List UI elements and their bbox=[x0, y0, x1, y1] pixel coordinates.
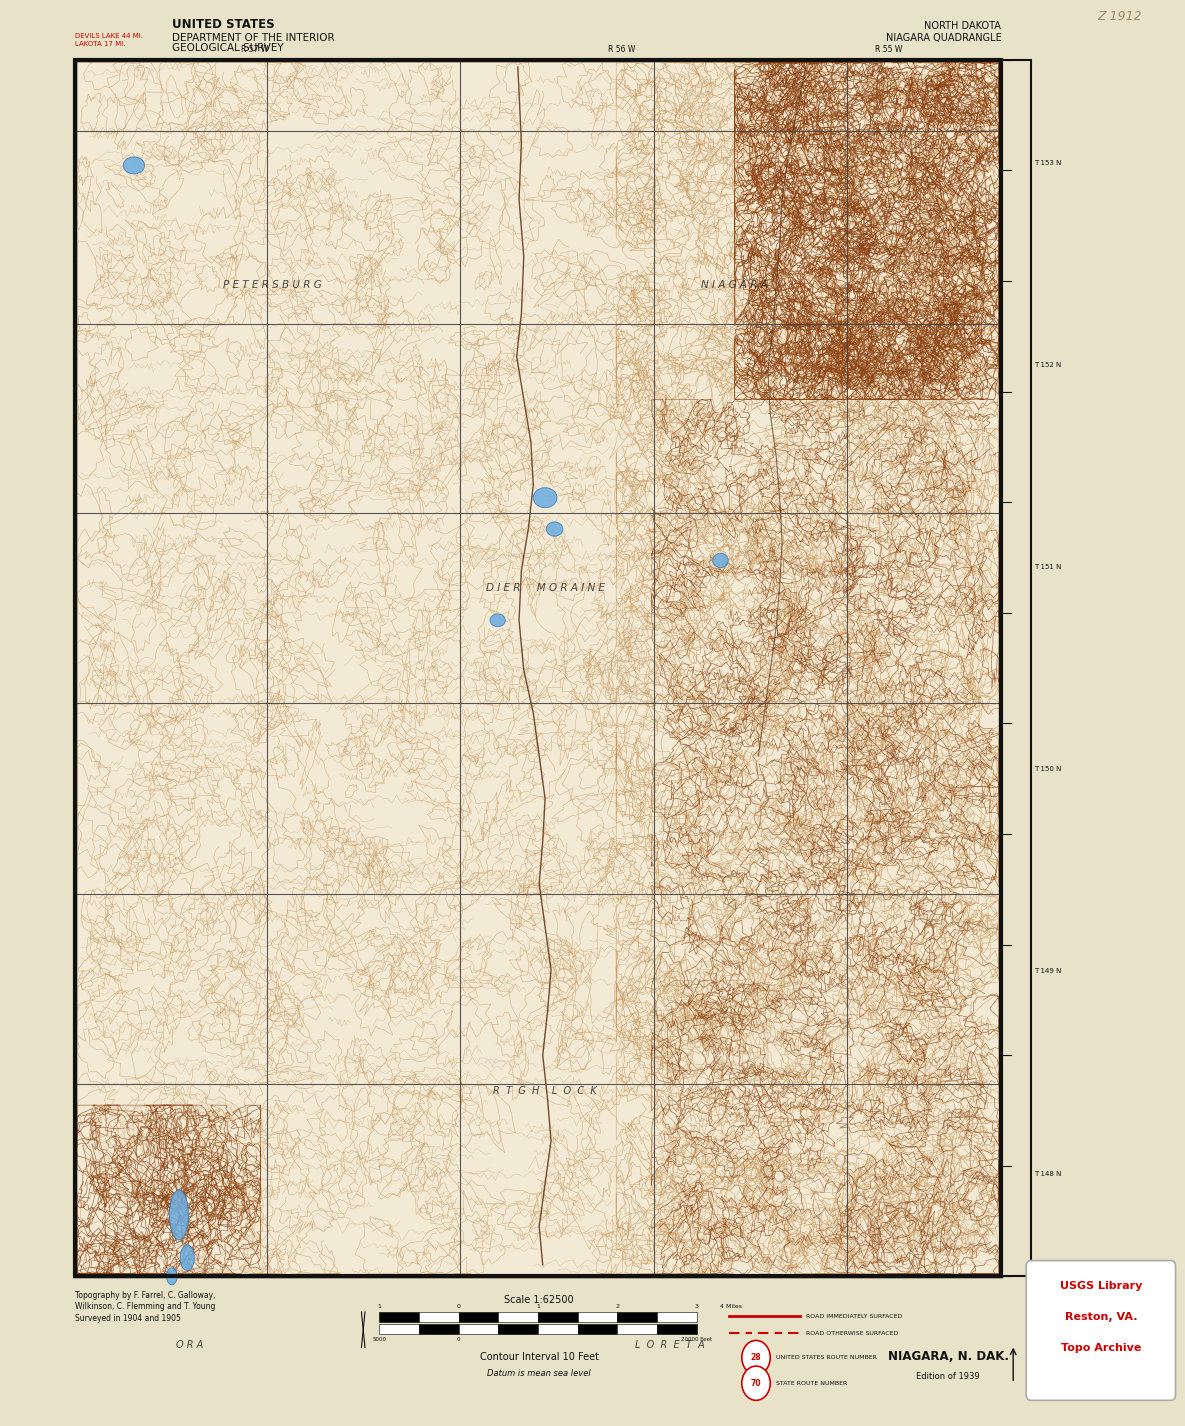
Text: DEPARTMENT OF THE INTERIOR: DEPARTMENT OF THE INTERIOR bbox=[172, 33, 334, 43]
Text: L  O  R  E  T  A: L O R E T A bbox=[635, 1339, 704, 1350]
Bar bbox=[419, 1312, 459, 1322]
Bar bbox=[75, 60, 1001, 1276]
Text: T 149 N: T 149 N bbox=[1035, 968, 1062, 974]
Text: N I A G A R A: N I A G A R A bbox=[702, 279, 768, 291]
Text: Topo Archive: Topo Archive bbox=[1061, 1343, 1141, 1353]
Text: 0: 0 bbox=[457, 1338, 460, 1342]
Bar bbox=[538, 1312, 578, 1322]
Text: NORTH DAKOTA: NORTH DAKOTA bbox=[924, 21, 1001, 31]
Text: NIAGARA, N. DAK.: NIAGARA, N. DAK. bbox=[888, 1350, 1008, 1363]
Text: ROAD OTHERWISE SURFACED: ROAD OTHERWISE SURFACED bbox=[806, 1330, 898, 1336]
Text: Reston, VA.: Reston, VA. bbox=[1064, 1312, 1138, 1322]
Ellipse shape bbox=[123, 157, 145, 174]
Text: D I E R     M O R A I N E: D I E R M O R A I N E bbox=[486, 582, 604, 593]
Ellipse shape bbox=[713, 553, 728, 568]
Text: GEOLOGICAL SURVEY: GEOLOGICAL SURVEY bbox=[172, 43, 283, 53]
Text: 4 Miles: 4 Miles bbox=[720, 1303, 743, 1309]
Text: NIAGARA QUADRANGLE: NIAGARA QUADRANGLE bbox=[885, 33, 1001, 43]
Text: 1: 1 bbox=[536, 1303, 540, 1309]
Text: LAKOTA 17 MI.: LAKOTA 17 MI. bbox=[75, 41, 126, 47]
Text: 0: 0 bbox=[456, 1303, 461, 1309]
Bar bbox=[419, 1323, 459, 1333]
Bar bbox=[617, 1312, 656, 1322]
Text: R 57 W: R 57 W bbox=[241, 46, 269, 54]
Bar bbox=[459, 1323, 499, 1333]
Text: T 148 N: T 148 N bbox=[1035, 1171, 1062, 1176]
Bar bbox=[656, 1312, 697, 1322]
Bar bbox=[379, 1312, 419, 1322]
Text: T 150 N: T 150 N bbox=[1035, 766, 1062, 773]
Bar bbox=[498, 1323, 538, 1333]
Text: UNITED STATES: UNITED STATES bbox=[172, 19, 275, 31]
Text: Edition of 1939: Edition of 1939 bbox=[916, 1372, 980, 1380]
Bar bbox=[578, 1323, 617, 1333]
Circle shape bbox=[742, 1340, 770, 1375]
Text: STATE ROUTE NUMBER: STATE ROUTE NUMBER bbox=[776, 1380, 847, 1386]
Text: Contour Interval 10 Feet: Contour Interval 10 Feet bbox=[480, 1352, 598, 1362]
Text: 70: 70 bbox=[751, 1379, 761, 1387]
Text: T 153 N: T 153 N bbox=[1035, 160, 1062, 165]
Text: 20000 Feet: 20000 Feet bbox=[681, 1338, 712, 1342]
Text: Topography by F. Farrel, C. Galloway,
Wilkinson, C. Flemming and T. Young
Survey: Topography by F. Farrel, C. Galloway, Wi… bbox=[75, 1291, 216, 1323]
Text: USGS Library: USGS Library bbox=[1059, 1281, 1142, 1291]
Text: Datum is mean sea level: Datum is mean sea level bbox=[487, 1369, 591, 1378]
Bar bbox=[656, 1323, 697, 1333]
Text: P E T E R S B U R G: P E T E R S B U R G bbox=[223, 279, 322, 291]
Text: R  T  G  H    L  O  C  K: R T G H L O C K bbox=[493, 1085, 597, 1097]
Text: O R A: O R A bbox=[177, 1339, 203, 1350]
Text: T 151 N: T 151 N bbox=[1035, 563, 1062, 570]
Circle shape bbox=[742, 1366, 770, 1400]
Bar bbox=[498, 1312, 538, 1322]
Bar bbox=[379, 1323, 419, 1333]
Text: 2: 2 bbox=[615, 1303, 620, 1309]
Bar bbox=[75, 60, 1001, 1276]
Text: T 152 N: T 152 N bbox=[1035, 362, 1062, 368]
Bar bbox=[617, 1323, 656, 1333]
Ellipse shape bbox=[533, 488, 557, 508]
Ellipse shape bbox=[169, 1189, 188, 1241]
Text: 5000: 5000 bbox=[372, 1338, 386, 1342]
Text: Z 1912: Z 1912 bbox=[1097, 10, 1142, 23]
Text: 3: 3 bbox=[694, 1303, 699, 1309]
Ellipse shape bbox=[180, 1245, 194, 1271]
Text: R 55 W: R 55 W bbox=[875, 46, 903, 54]
Text: R 56 W: R 56 W bbox=[608, 46, 636, 54]
Text: DEVILS LAKE 44 MI.: DEVILS LAKE 44 MI. bbox=[75, 33, 142, 39]
Text: UNITED STATES ROUTE NUMBER: UNITED STATES ROUTE NUMBER bbox=[776, 1355, 877, 1360]
Ellipse shape bbox=[166, 1268, 178, 1285]
Ellipse shape bbox=[491, 613, 505, 627]
FancyBboxPatch shape bbox=[1026, 1261, 1176, 1400]
Text: 28: 28 bbox=[751, 1353, 761, 1362]
Text: Scale 1:62500: Scale 1:62500 bbox=[505, 1295, 574, 1305]
Text: 1: 1 bbox=[377, 1303, 382, 1309]
Bar bbox=[459, 1312, 499, 1322]
Text: ROAD IMMEDIATELY SURFACED: ROAD IMMEDIATELY SURFACED bbox=[806, 1313, 902, 1319]
Bar bbox=[538, 1323, 578, 1333]
Ellipse shape bbox=[546, 522, 563, 536]
Bar bbox=[1001, 60, 1031, 1276]
Bar bbox=[578, 1312, 617, 1322]
